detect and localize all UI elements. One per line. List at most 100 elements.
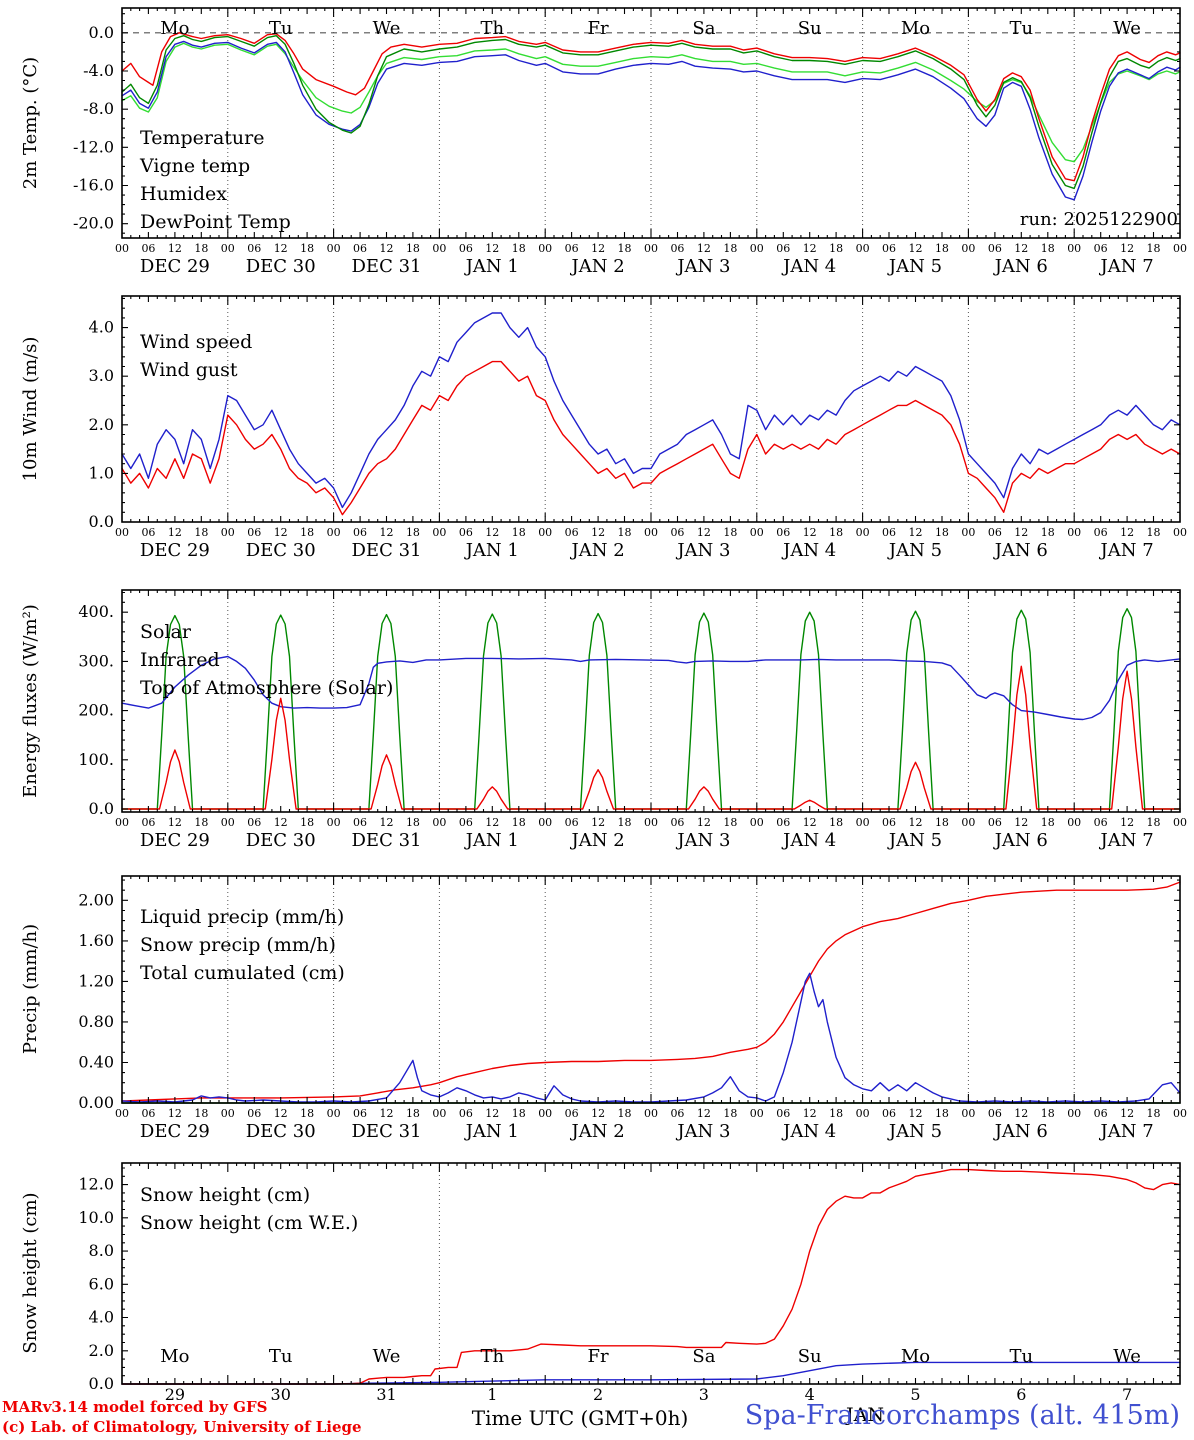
- legend-wind-0: Wind speed: [140, 331, 252, 353]
- hour-label: 12: [168, 1107, 182, 1120]
- hour-label: 18: [300, 242, 314, 255]
- date-label: JAN 7: [1099, 540, 1154, 561]
- legend-precip-0: Liquid precip (mm/h): [140, 906, 344, 928]
- hour-label: 18: [723, 1107, 737, 1120]
- weekday-label: Mo: [160, 1346, 189, 1367]
- hour-label: 18: [829, 816, 843, 829]
- hour-label: 06: [353, 242, 367, 255]
- date-label: DEC 31: [352, 830, 422, 851]
- date-label: JAN 4: [781, 830, 836, 851]
- panel-precip: 0.00 0.40 0.80 1.20 1.60 2.00 00 06 12 18 00 06 12 18…: [78, 875, 1187, 1142]
- hour-label: 12: [803, 242, 817, 255]
- hour-label: 18: [1041, 242, 1055, 255]
- legend-temperature-2: Humidex: [140, 183, 227, 205]
- hour-label: 12: [485, 1107, 499, 1120]
- hour-label: 00: [538, 526, 552, 539]
- hour-label: 00: [327, 526, 341, 539]
- hour-label: 00: [1173, 526, 1187, 539]
- hour-label: 12: [485, 816, 499, 829]
- date-label: JAN 5: [887, 256, 942, 277]
- y-tick-label: 0.0: [89, 512, 114, 531]
- y-tick-label: 0.40: [78, 1052, 114, 1071]
- hour-label: 12: [803, 526, 817, 539]
- y-tick-label: -4.0: [83, 61, 114, 80]
- hour-label: 18: [300, 1107, 314, 1120]
- station-title: Spa-Francorchamps (alt. 415m): [744, 1400, 1180, 1431]
- day-number-label: 5: [910, 1385, 920, 1404]
- date-label: JAN 2: [570, 830, 625, 851]
- hour-label: 12: [697, 1107, 711, 1120]
- hour-label: 00: [961, 1107, 975, 1120]
- y-tick-label: 100.: [78, 750, 114, 769]
- series-total-cumulated: [121, 881, 1181, 1102]
- y-ticks: [122, 13, 1180, 234]
- y-tick-label: 12.0: [78, 1175, 114, 1194]
- hour-label: 18: [406, 526, 420, 539]
- hour-label: 18: [194, 526, 208, 539]
- date-label: DEC 31: [352, 1121, 422, 1142]
- hour-label: 06: [882, 526, 896, 539]
- hour-label: 00: [644, 1107, 658, 1120]
- series-temperature: [121, 32, 1181, 182]
- weekday-label: Mo: [160, 18, 189, 39]
- day-number-label: 30: [271, 1385, 291, 1404]
- x-axis-label: Time UTC (GMT+0h): [471, 1406, 689, 1430]
- date-label: JAN 7: [1099, 830, 1154, 851]
- hour-label: 18: [194, 816, 208, 829]
- run-label: run: 2025122900: [1019, 209, 1178, 230]
- legend-wind-1: Wind gust: [140, 359, 238, 381]
- hour-label: 12: [1120, 816, 1134, 829]
- day-number-label: 3: [699, 1385, 709, 1404]
- hour-label: 12: [1120, 526, 1134, 539]
- weekday-label: Su: [798, 1346, 822, 1367]
- hour-label: 18: [935, 816, 949, 829]
- hour-label: 18: [194, 242, 208, 255]
- hour-label: 06: [353, 816, 367, 829]
- date-label: JAN 1: [464, 1121, 519, 1142]
- hour-label: 00: [432, 816, 446, 829]
- date-label: JAN 1: [464, 830, 519, 851]
- hour-label: 06: [1094, 526, 1108, 539]
- y-tick-label: 0.0: [89, 1374, 114, 1393]
- hour-label: 00: [856, 242, 870, 255]
- date-label: JAN 6: [993, 1121, 1048, 1142]
- date-label: DEC 31: [352, 256, 422, 277]
- hour-label: 12: [697, 526, 711, 539]
- hour-label: 06: [1094, 242, 1108, 255]
- y-tick-label: -8.0: [83, 99, 114, 118]
- weekday-label: Sa: [692, 1346, 715, 1367]
- hour-label: 18: [406, 242, 420, 255]
- y-tick-label: 0.0: [89, 799, 114, 818]
- hour-label: 12: [1014, 816, 1028, 829]
- hour-label: 06: [988, 526, 1002, 539]
- date-label: JAN 3: [675, 256, 730, 277]
- hour-label: 18: [1041, 526, 1055, 539]
- hour-label: 00: [644, 816, 658, 829]
- hour-label: 12: [591, 242, 605, 255]
- hour-label: 12: [1014, 1107, 1028, 1120]
- hour-label: 12: [591, 526, 605, 539]
- hour-label: 06: [459, 526, 473, 539]
- hour-label: 00: [221, 242, 235, 255]
- hour-label: 12: [909, 816, 923, 829]
- ylabel-precip: Precip (mm/h): [20, 923, 41, 1055]
- hour-label: 06: [565, 526, 579, 539]
- x-ticks: [121, 876, 1181, 1103]
- hour-label: 00: [115, 1107, 129, 1120]
- date-label: JAN 3: [675, 1121, 730, 1142]
- model-credit-line2: (c) Lab. of Climatology, University of L…: [2, 1418, 362, 1436]
- hour-label: 00: [750, 1107, 764, 1120]
- hour-label: 18: [618, 242, 632, 255]
- hour-label: 06: [353, 1107, 367, 1120]
- legend-energy-0: Solar: [140, 621, 192, 643]
- hour-label: 00: [538, 1107, 552, 1120]
- hour-label: 00: [856, 816, 870, 829]
- hour-label: 18: [512, 526, 526, 539]
- hour-label: 18: [512, 1107, 526, 1120]
- series-snow-height: [121, 1168, 1181, 1385]
- date-label: JAN 6: [993, 830, 1048, 851]
- hour-label: 18: [194, 1107, 208, 1120]
- hour-label: 12: [380, 526, 394, 539]
- y-tick-label: 2.0: [89, 415, 114, 434]
